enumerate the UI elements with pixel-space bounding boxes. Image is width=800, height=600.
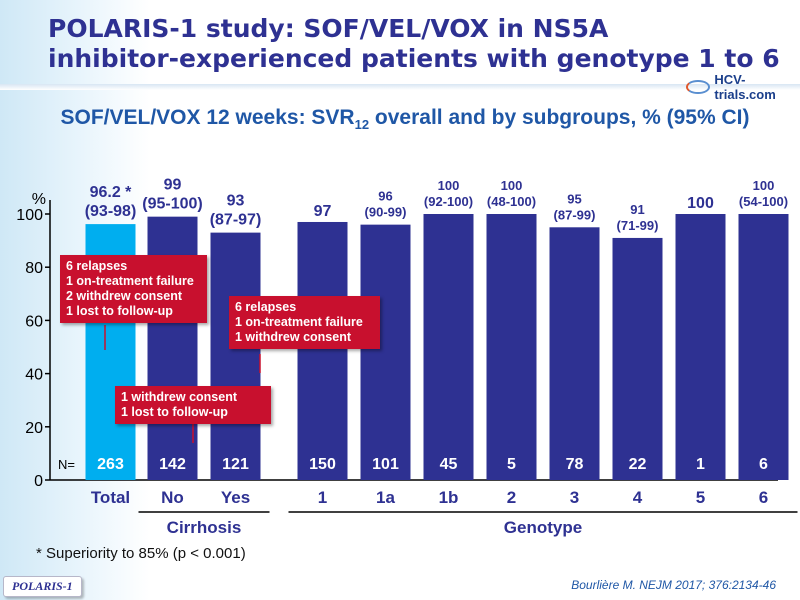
n-label: 5	[507, 456, 516, 473]
callout-line: 6 relapses	[66, 259, 128, 273]
bar	[210, 232, 261, 480]
n-label: 6	[759, 456, 768, 473]
y-tick-label: 40	[25, 367, 43, 384]
value-label: 100	[438, 178, 460, 193]
subtitle-subscript: 12	[354, 117, 370, 133]
callout-line: 1 lost to follow-up	[66, 304, 173, 318]
chart-subtitle: SOF/VEL/VOX 12 weeks: SVR12 overall and …	[25, 106, 785, 132]
n-label: 1	[696, 456, 705, 473]
y-tick-label: 80	[25, 260, 43, 277]
bar	[423, 214, 474, 480]
value-label: 96	[378, 189, 392, 204]
ci-label: (87-99)	[554, 207, 596, 222]
brand-name: HCV-trials.com	[714, 72, 776, 102]
y-tick-label: 60	[25, 313, 43, 330]
ci-label: (87-97)	[210, 212, 262, 229]
category-label: Total	[91, 488, 130, 507]
bar	[360, 224, 411, 480]
ci-label: (93-98)	[85, 203, 137, 220]
category-label: 1a	[376, 488, 395, 507]
citation: Bourlière M. NEJM 2017; 376:2134-46	[571, 578, 776, 592]
ci-label: (95-100)	[142, 196, 202, 213]
n-label: 101	[372, 456, 399, 473]
title-line-2: inhibitor-experienced patients with geno…	[48, 44, 780, 73]
callout-line: 1 withdrew consent	[121, 390, 237, 404]
bar	[612, 237, 663, 480]
callout-line: 6 relapses	[235, 300, 297, 314]
ci-label: (48-100)	[487, 194, 536, 209]
callout-line: 1 withdrew consent	[235, 330, 351, 344]
y-tick-label: 0	[34, 473, 43, 490]
ci-label: (90-99)	[365, 205, 407, 220]
study-tag: POLARIS-1	[3, 576, 82, 597]
n-label: 263	[97, 456, 124, 473]
callout-line: 2 withdrew consent	[66, 289, 182, 303]
slide-title: POLARIS-1 study: SOF/VEL/VOX in NS5A inh…	[48, 14, 780, 74]
y-tick-label: 100	[16, 207, 43, 224]
n-label: 150	[309, 456, 336, 473]
ci-label: (71-99)	[617, 218, 659, 233]
category-label: 1b	[439, 488, 459, 507]
callout-total-failures: 6 relapses 1 on-treatment failure 2 with…	[60, 255, 207, 323]
value-label: 96.2 *	[90, 184, 133, 201]
callout-line: 1 lost to follow-up	[121, 405, 228, 419]
n-label: 121	[222, 456, 249, 473]
n-label: 78	[566, 456, 584, 473]
callout-line: 1 on-treatment failure	[66, 274, 194, 288]
y-axis-label: %	[32, 191, 46, 208]
subtitle-main: SOF/VEL/VOX 12 weeks: SVR	[60, 106, 355, 129]
category-label: 6	[759, 488, 768, 507]
bar	[738, 214, 789, 480]
brand-mark-icon	[686, 80, 711, 94]
category-label: Yes	[221, 488, 250, 507]
category-label: 1	[318, 488, 327, 507]
category-label: No	[161, 488, 184, 507]
n-label: 45	[440, 456, 458, 473]
callout-cirrhosis-no-failures: 1 withdrew consent 1 lost to follow-up	[115, 386, 271, 424]
bar	[297, 221, 348, 481]
ci-label: (54-100)	[739, 194, 788, 209]
category-label: 4	[633, 488, 643, 507]
bar	[549, 227, 600, 480]
value-label: 100	[687, 195, 714, 212]
callout-cirrhosis-yes-failures: 6 relapses 1 on-treatment failure 1 with…	[229, 296, 380, 349]
footnote: * Superiority to 85% (p < 0.001)	[36, 545, 246, 562]
value-label: 100	[501, 178, 523, 193]
value-label: 97	[314, 203, 332, 220]
callout-line: 1 on-treatment failure	[235, 315, 363, 329]
n-prefix: N=	[58, 457, 75, 472]
y-tick-label: 20	[25, 420, 43, 437]
value-label: 99	[164, 177, 182, 194]
n-label: 22	[629, 456, 647, 473]
category-label: 3	[570, 488, 579, 507]
value-label: 95	[567, 191, 581, 206]
group-label: Cirrhosis	[167, 518, 242, 537]
subtitle-rest: overall and by subgroups, % (95% CI)	[369, 106, 750, 129]
header-rule	[0, 84, 800, 90]
value-label: 91	[630, 202, 644, 217]
bar	[675, 214, 726, 480]
n-label: 142	[159, 456, 186, 473]
group-label: Genotype	[504, 518, 582, 537]
bar	[486, 214, 537, 480]
ci-label: (92-100)	[424, 194, 473, 209]
title-line-1: POLARIS-1 study: SOF/VEL/VOX in NS5A	[48, 14, 609, 43]
value-label: 93	[227, 193, 245, 210]
category-label: 2	[507, 488, 516, 507]
value-label: 100	[753, 178, 775, 193]
brand-logo: HCV-trials.com	[686, 72, 800, 102]
category-label: 5	[696, 488, 705, 507]
